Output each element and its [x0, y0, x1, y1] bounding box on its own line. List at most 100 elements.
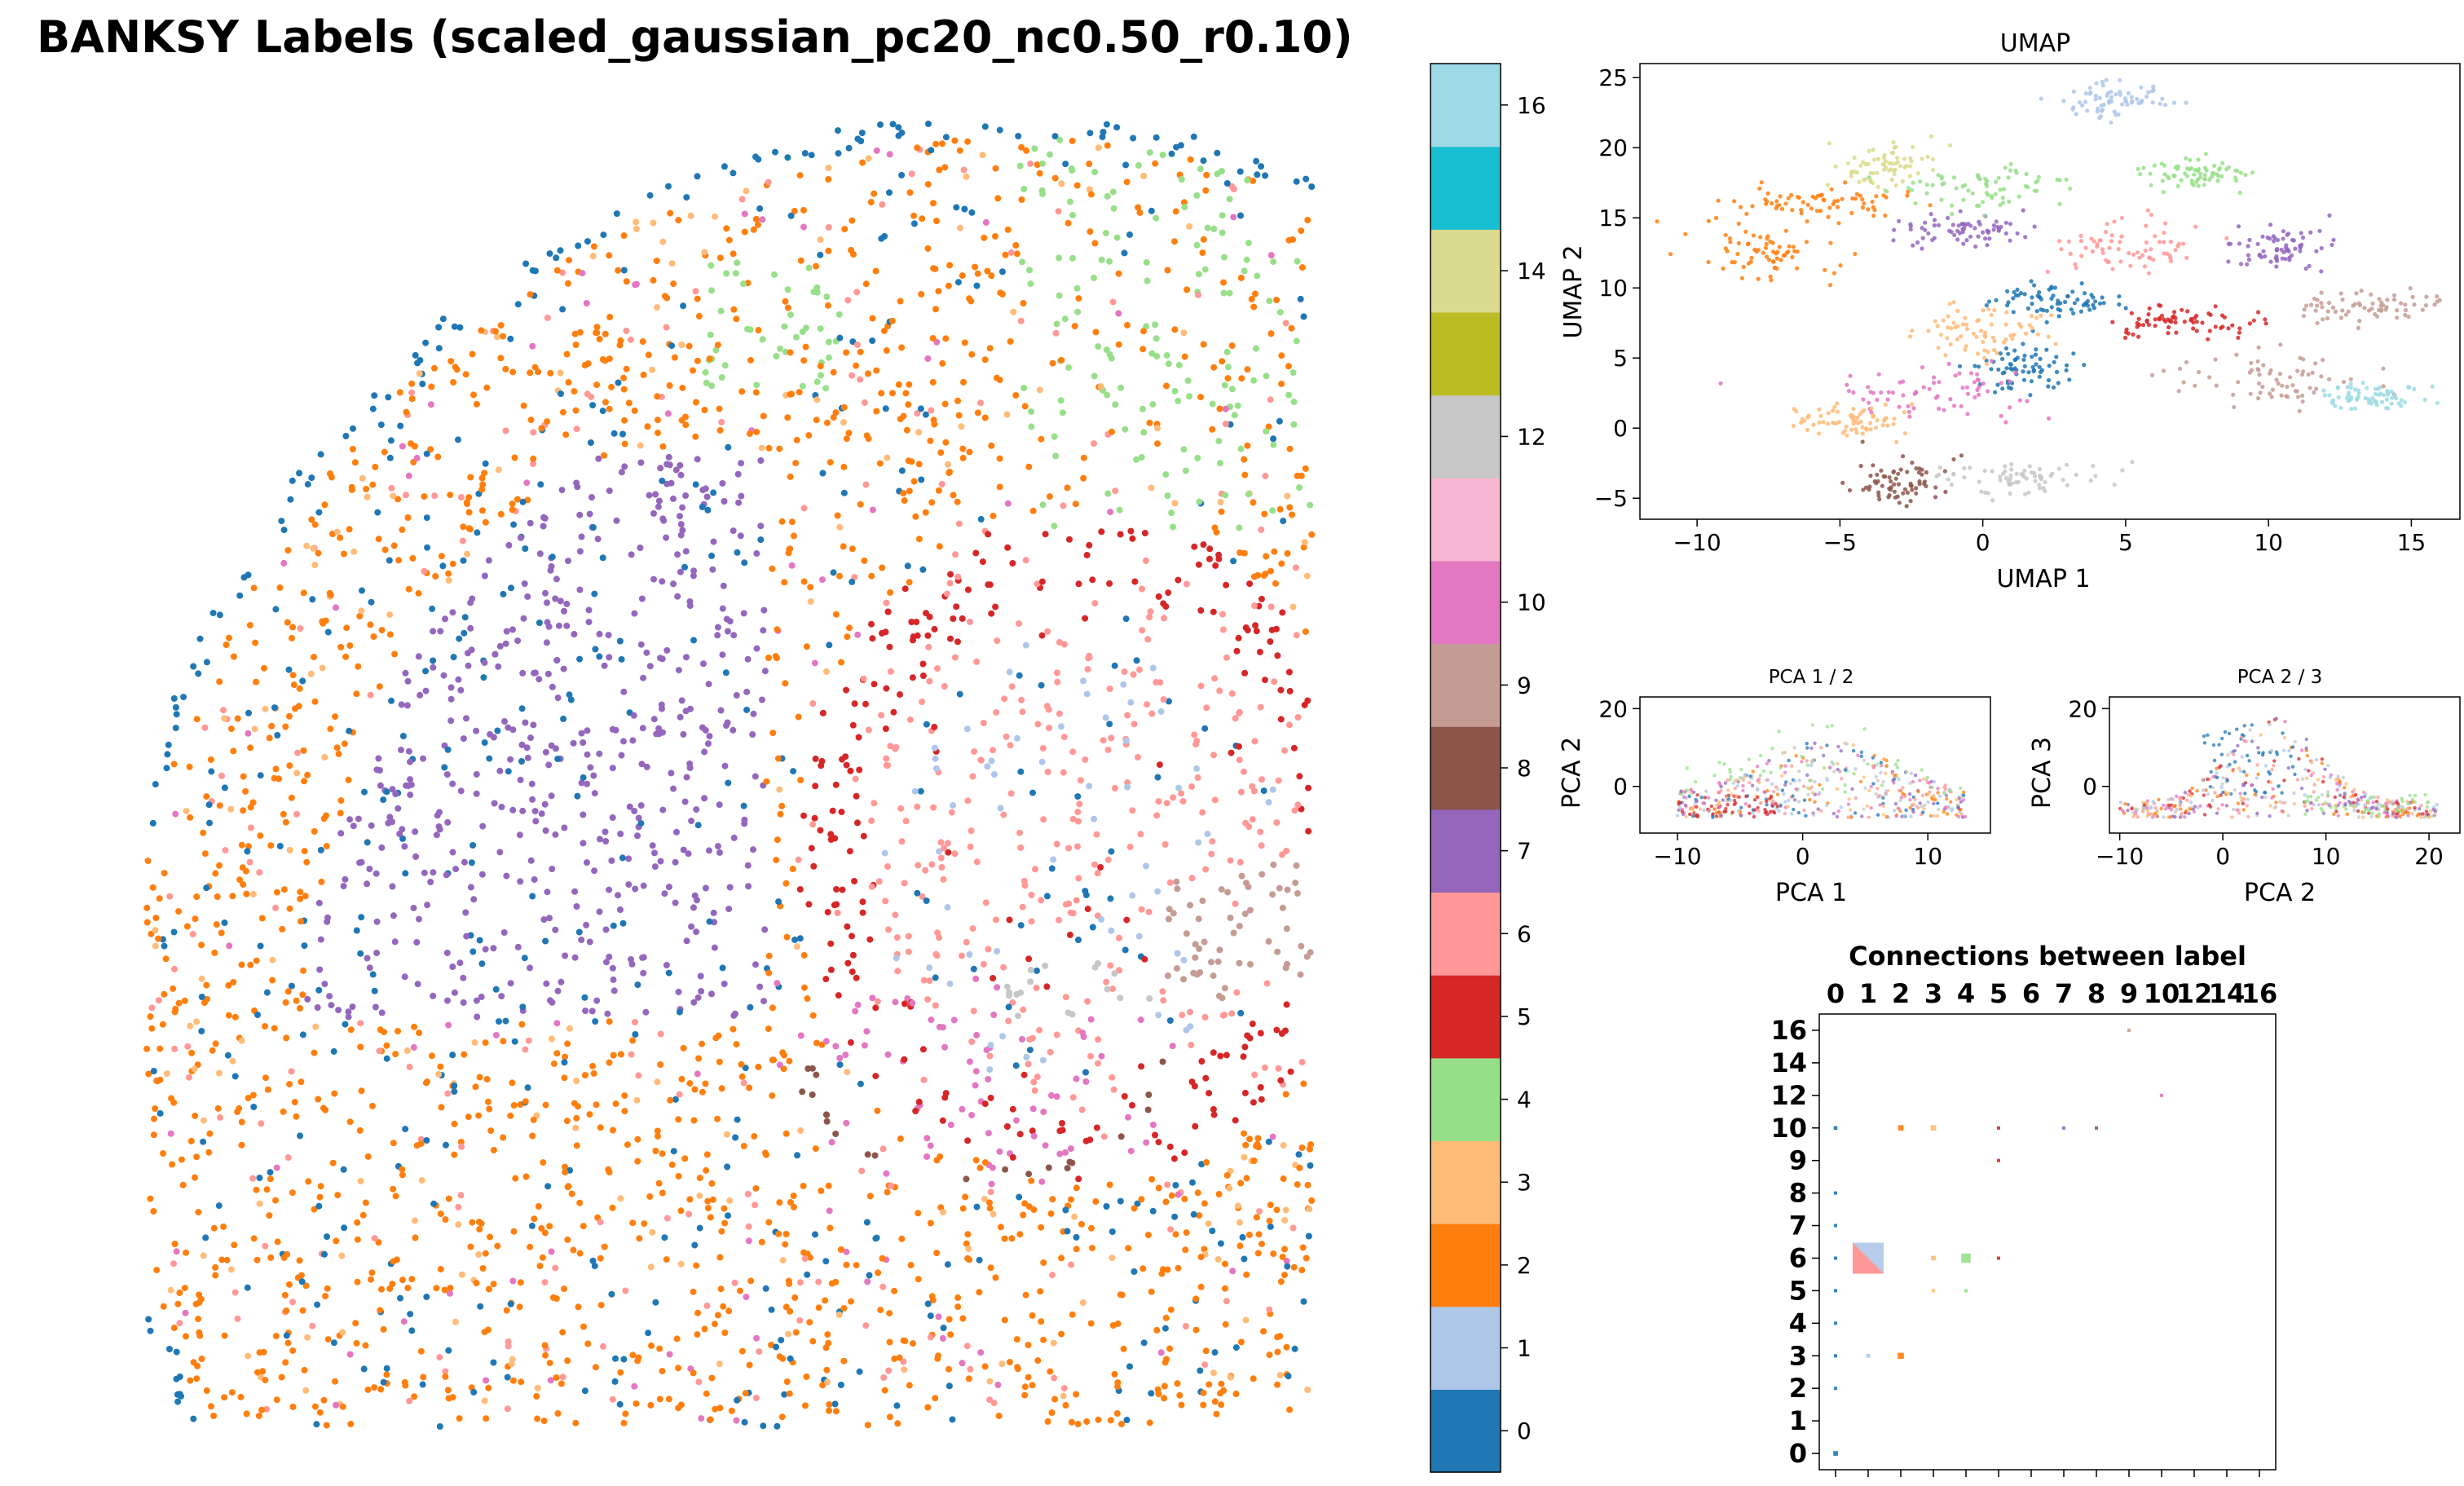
spatial-point [964, 1231, 972, 1238]
spatial-point [740, 1079, 747, 1087]
umap-point [1977, 177, 1982, 182]
umap-point [1718, 381, 1723, 386]
spatial-point [536, 676, 543, 683]
spatial-point [1139, 346, 1147, 353]
spatial-point [456, 1415, 463, 1422]
spatial-point [784, 286, 791, 293]
spatial-point [671, 354, 678, 361]
spatial-point [996, 1148, 1003, 1155]
spatial-point [714, 632, 721, 639]
spatial-point [280, 1108, 287, 1115]
spatial-point [1075, 1175, 1082, 1183]
spatial-point [259, 1368, 267, 1375]
spatial-point [564, 1357, 571, 1365]
spatial-point [474, 529, 481, 536]
umap-point [1868, 390, 1873, 395]
spatial-point [809, 700, 817, 707]
spatial-point [383, 1365, 390, 1372]
spatial-point [707, 1214, 714, 1221]
spatial-point [933, 1157, 941, 1164]
spatial-point [967, 843, 974, 850]
umap-point [2114, 92, 2118, 97]
spatial-point [1223, 1052, 1230, 1059]
umap-point [1860, 431, 1865, 436]
spatial-point [703, 1390, 710, 1397]
umap-point [1893, 144, 1898, 149]
spatial-point [717, 307, 725, 315]
umap-point [2097, 95, 2102, 100]
spatial-point [853, 289, 861, 296]
umap-point [2073, 262, 2078, 267]
umap-point [1959, 334, 1964, 339]
spatial-point [871, 800, 878, 807]
umap-point [2080, 103, 2085, 108]
spatial-point [583, 921, 590, 928]
spatial-point [797, 1032, 804, 1039]
spatial-point [703, 1151, 711, 1158]
spatial-point [243, 890, 250, 897]
spatial-point [442, 1373, 449, 1380]
spatial-point [511, 454, 518, 461]
umap-point [1875, 418, 1880, 423]
spatial-point [596, 630, 603, 637]
spatial-point [461, 1051, 468, 1058]
spatial-point [678, 1075, 685, 1083]
spatial-point [972, 1082, 979, 1089]
umap-point [1963, 347, 1968, 352]
spatial-point [1223, 1298, 1230, 1305]
spatial-point [1018, 696, 1025, 703]
spatial-point [541, 1342, 549, 1349]
spatial-point [216, 1069, 223, 1077]
spatial-point [355, 815, 362, 822]
spatial-point [1009, 560, 1016, 567]
spatial-point [272, 606, 280, 613]
spatial-point [878, 235, 885, 242]
spatial-point [653, 258, 660, 264]
umap-point [1887, 475, 1892, 480]
spatial-point [457, 1139, 465, 1145]
spatial-point [355, 663, 362, 670]
spatial-point [1087, 130, 1094, 137]
spatial-point [1190, 133, 1197, 140]
spatial-point [639, 725, 646, 732]
spatial-point [700, 660, 707, 668]
spatial-point [749, 731, 756, 738]
spatial-point [1058, 723, 1065, 730]
spatial-point [1133, 657, 1140, 664]
spatial-point [231, 1289, 239, 1296]
spatial-point [1029, 1312, 1036, 1319]
spatial-point [301, 778, 308, 785]
spatial-point [439, 315, 447, 323]
spatial-point [236, 592, 244, 599]
umap-point [2056, 306, 2061, 311]
umap-point [1805, 427, 1809, 433]
spatial-point [226, 634, 232, 642]
spatial-point [940, 1325, 947, 1331]
spatial-point [698, 988, 705, 994]
spatial-point [542, 1352, 549, 1359]
spatial-point [1218, 1380, 1225, 1387]
spatial-point [481, 1397, 488, 1404]
spatial-point [428, 383, 435, 390]
spatial-point [398, 701, 405, 708]
spatial-point [496, 849, 504, 856]
spatial-point [980, 960, 987, 968]
spatial-point [361, 788, 368, 796]
spatial-point [469, 595, 476, 602]
spatial-point [654, 304, 661, 311]
spatial-point [258, 1406, 266, 1413]
spatial-point [811, 814, 818, 822]
spatial-point [408, 395, 416, 403]
umap-point [2022, 492, 2028, 496]
spatial-point [950, 615, 957, 622]
spatial-point [1135, 204, 1142, 211]
umap-point [1920, 472, 1924, 477]
umap-point [1768, 239, 1773, 244]
spatial-point [988, 272, 995, 280]
spatial-point [427, 446, 434, 453]
umap-point [1871, 214, 1876, 218]
umap-point [1990, 469, 1995, 474]
umap-point [2064, 177, 2069, 182]
spatial-point [640, 371, 647, 378]
spatial-point [1168, 150, 1175, 157]
